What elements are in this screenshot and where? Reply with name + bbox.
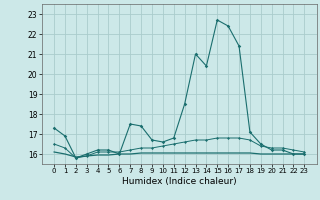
X-axis label: Humidex (Indice chaleur): Humidex (Indice chaleur) bbox=[122, 177, 236, 186]
